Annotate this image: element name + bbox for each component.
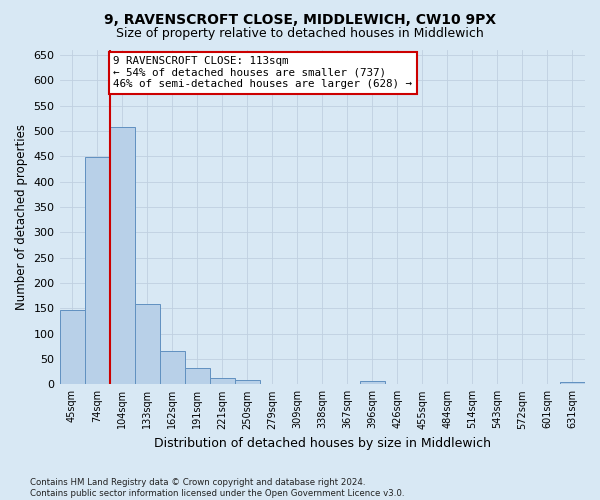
Bar [235,380,260,384]
Text: Contains HM Land Registry data © Crown copyright and database right 2024.
Contai: Contains HM Land Registry data © Crown c… [30,478,404,498]
Text: Size of property relative to detached houses in Middlewich: Size of property relative to detached ho… [116,28,484,40]
Bar [560,382,585,384]
Text: 9, RAVENSCROFT CLOSE, MIDDLEWICH, CW10 9PX: 9, RAVENSCROFT CLOSE, MIDDLEWICH, CW10 9… [104,12,496,26]
Bar [110,128,134,384]
Y-axis label: Number of detached properties: Number of detached properties [15,124,28,310]
X-axis label: Distribution of detached houses by size in Middlewich: Distribution of detached houses by size … [154,437,491,450]
Bar [209,378,235,384]
Bar [185,368,209,384]
Bar [59,310,85,384]
Bar [85,157,110,384]
Text: 9 RAVENSCROFT CLOSE: 113sqm
← 54% of detached houses are smaller (737)
46% of se: 9 RAVENSCROFT CLOSE: 113sqm ← 54% of det… [113,56,412,90]
Bar [134,304,160,384]
Bar [160,351,185,384]
Bar [360,382,385,384]
